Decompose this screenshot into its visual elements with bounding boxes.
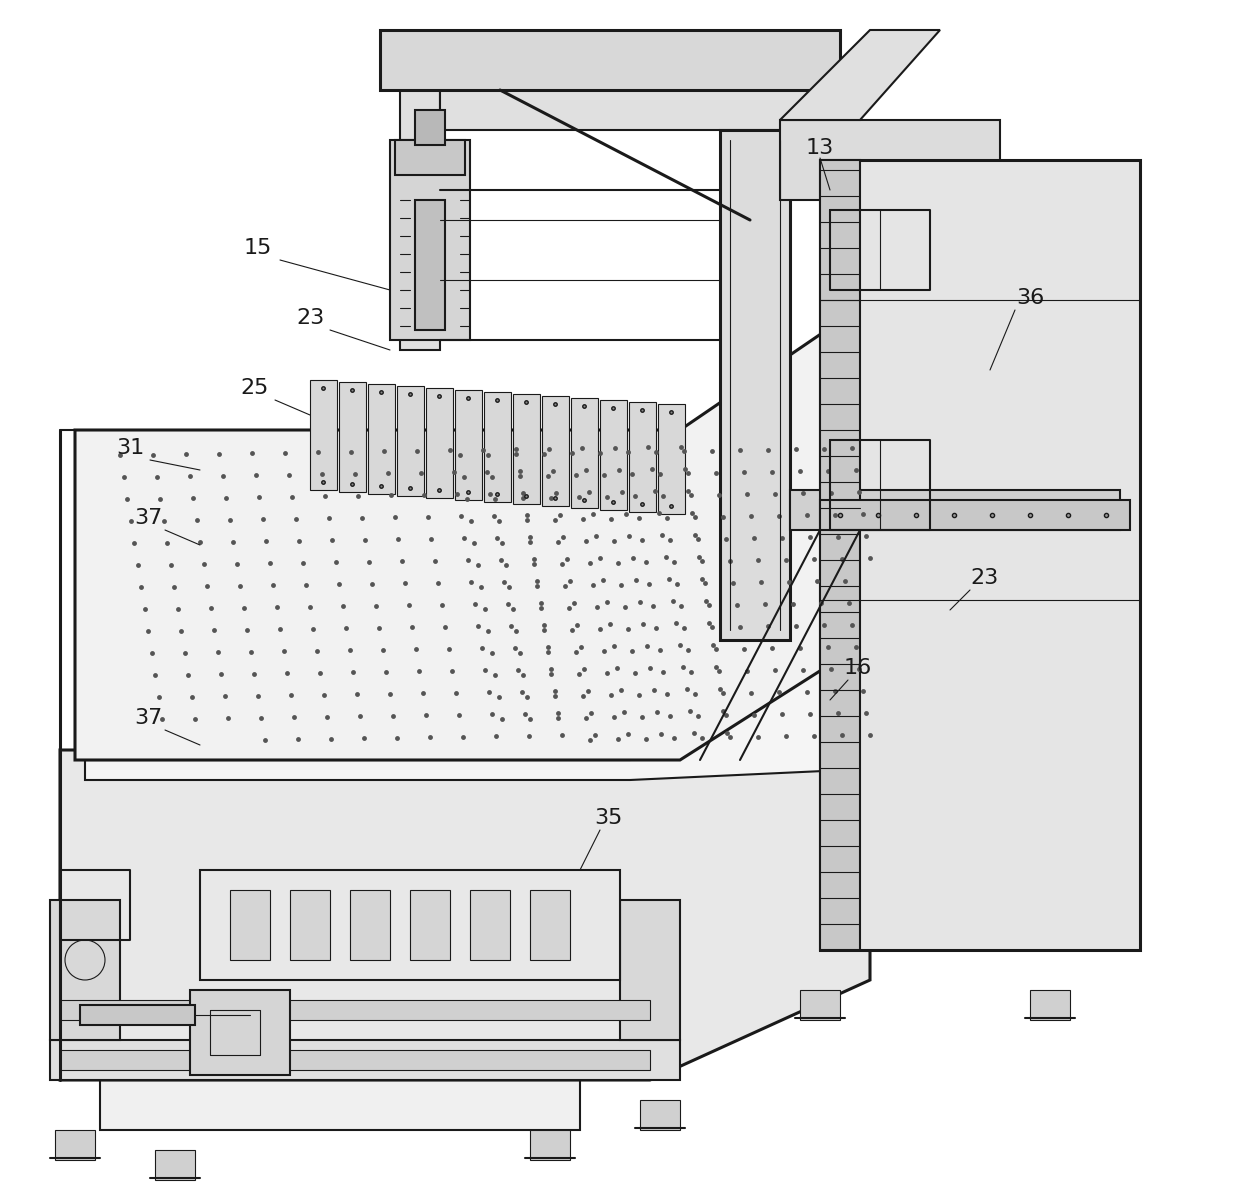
Polygon shape [620,900,680,1040]
Polygon shape [401,50,440,350]
Polygon shape [50,900,120,1040]
Text: 25: 25 [241,377,269,398]
Polygon shape [629,402,656,512]
Polygon shape [658,404,684,514]
Polygon shape [339,382,366,491]
Polygon shape [410,890,450,960]
Polygon shape [229,890,270,960]
Polygon shape [379,30,839,90]
Polygon shape [310,380,337,490]
Polygon shape [720,131,790,640]
Polygon shape [820,500,1130,531]
Text: 35: 35 [594,808,622,829]
Polygon shape [800,990,839,1020]
Polygon shape [820,160,1140,950]
Polygon shape [542,396,569,506]
Text: 36: 36 [1016,288,1044,307]
Polygon shape [391,140,470,339]
Polygon shape [820,160,861,950]
Polygon shape [396,140,465,174]
Polygon shape [100,1080,580,1130]
Text: 31: 31 [115,438,144,458]
Polygon shape [484,392,511,502]
Polygon shape [513,394,539,504]
Polygon shape [427,388,453,499]
Polygon shape [81,1005,195,1026]
Polygon shape [529,890,570,960]
Text: 16: 16 [844,658,872,678]
Polygon shape [600,400,627,510]
Text: 23: 23 [296,307,324,328]
Polygon shape [55,1130,95,1160]
Polygon shape [350,890,391,960]
Polygon shape [74,280,900,760]
Polygon shape [570,398,598,508]
Polygon shape [60,1050,650,1069]
Polygon shape [60,999,650,1020]
Polygon shape [60,580,870,1080]
Polygon shape [415,110,445,145]
Polygon shape [780,30,940,120]
Polygon shape [455,391,482,500]
Polygon shape [368,385,396,494]
Polygon shape [397,386,424,496]
Text: 37: 37 [134,707,162,728]
Polygon shape [50,1040,680,1080]
Polygon shape [470,890,510,960]
Polygon shape [290,890,330,960]
Polygon shape [780,120,999,199]
Text: 13: 13 [806,138,835,158]
Polygon shape [155,1150,195,1180]
Text: 37: 37 [134,508,162,528]
Polygon shape [190,990,290,1075]
Polygon shape [86,595,844,780]
Polygon shape [200,870,620,980]
Text: 23: 23 [971,569,999,588]
Polygon shape [415,199,445,330]
Polygon shape [1030,990,1070,1020]
Polygon shape [640,1100,680,1130]
Polygon shape [440,50,820,131]
Polygon shape [529,1130,570,1160]
Polygon shape [790,490,1120,531]
Text: 15: 15 [244,239,273,258]
